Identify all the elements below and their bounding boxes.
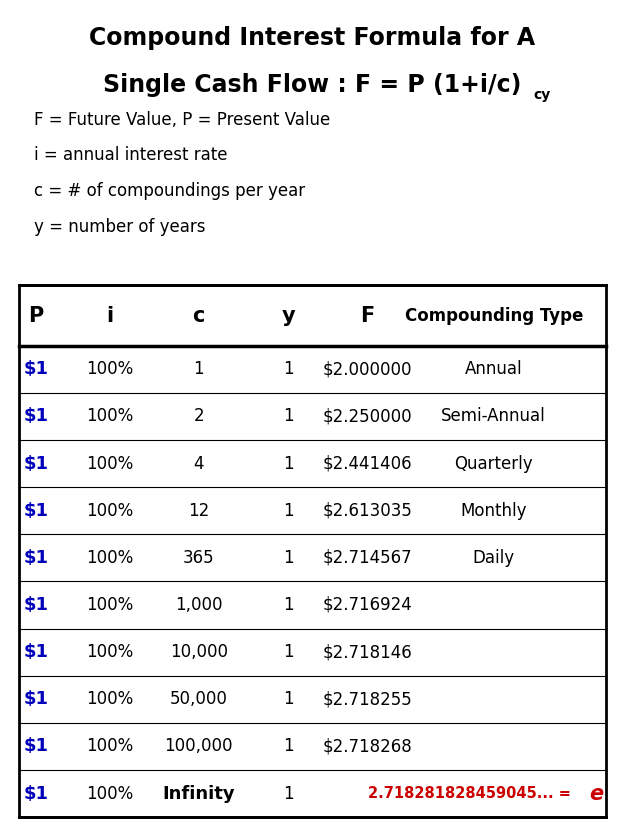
Text: 365: 365 xyxy=(183,549,214,566)
Text: $2.000000: $2.000000 xyxy=(322,361,412,378)
Text: y: y xyxy=(282,305,296,326)
Text: Monthly: Monthly xyxy=(461,502,527,519)
Text: $2.613035: $2.613035 xyxy=(322,502,412,519)
Text: $1: $1 xyxy=(24,502,49,519)
Text: Compounding Type: Compounding Type xyxy=(404,307,583,324)
Text: 1: 1 xyxy=(284,408,294,425)
Text: $2.714567: $2.714567 xyxy=(322,549,412,566)
Text: c = # of compoundings per year: c = # of compoundings per year xyxy=(34,182,306,200)
Text: $2.716924: $2.716924 xyxy=(322,596,412,614)
Text: 100%: 100% xyxy=(86,738,133,755)
Text: 1: 1 xyxy=(284,596,294,614)
Text: Quarterly: Quarterly xyxy=(454,455,533,472)
Text: Infinity: Infinity xyxy=(162,785,235,802)
Text: 1: 1 xyxy=(284,502,294,519)
Text: $1: $1 xyxy=(24,785,49,802)
Text: F: F xyxy=(361,305,374,326)
Text: $2.718268: $2.718268 xyxy=(322,738,412,755)
Text: 10,000: 10,000 xyxy=(170,643,227,661)
Text: F = Future Value, P = Present Value: F = Future Value, P = Present Value xyxy=(34,111,331,129)
Text: $1: $1 xyxy=(24,691,49,708)
Text: 12: 12 xyxy=(188,502,209,519)
Text: y = number of years: y = number of years xyxy=(34,218,206,236)
Text: Semi-Annual: Semi-Annual xyxy=(441,408,546,425)
Text: $2.250000: $2.250000 xyxy=(322,408,412,425)
Text: 1: 1 xyxy=(284,785,294,802)
Text: 4: 4 xyxy=(194,455,204,472)
Text: P: P xyxy=(29,305,44,326)
Text: 1: 1 xyxy=(194,361,204,378)
Text: 1: 1 xyxy=(284,643,294,661)
Text: Single Cash Flow : F = P (1+i/c): Single Cash Flow : F = P (1+i/c) xyxy=(103,73,522,97)
Text: 1: 1 xyxy=(284,738,294,755)
Text: $1: $1 xyxy=(24,408,49,425)
Text: 1: 1 xyxy=(284,549,294,566)
Text: i: i xyxy=(106,305,113,326)
Text: $1: $1 xyxy=(24,549,49,566)
Text: $1: $1 xyxy=(24,455,49,472)
Text: Annual: Annual xyxy=(465,361,522,378)
Text: 1,000: 1,000 xyxy=(175,596,222,614)
Text: e: e xyxy=(589,783,604,804)
Text: $1: $1 xyxy=(24,643,49,661)
Text: 100%: 100% xyxy=(86,502,133,519)
Text: 2: 2 xyxy=(194,408,204,425)
Text: 1: 1 xyxy=(284,691,294,708)
Text: $1: $1 xyxy=(24,361,49,378)
Text: 1: 1 xyxy=(284,361,294,378)
Text: $2.718146: $2.718146 xyxy=(322,643,412,661)
Text: 100%: 100% xyxy=(86,549,133,566)
Text: 100%: 100% xyxy=(86,643,133,661)
Text: 100,000: 100,000 xyxy=(164,738,233,755)
Text: 2.718281828459045... =: 2.718281828459045... = xyxy=(368,786,576,801)
Text: c: c xyxy=(192,305,205,326)
Text: Daily: Daily xyxy=(472,549,515,566)
Text: 100%: 100% xyxy=(86,455,133,472)
Text: 100%: 100% xyxy=(86,785,133,802)
Text: cy: cy xyxy=(533,88,551,102)
Text: 50,000: 50,000 xyxy=(170,691,227,708)
Text: 100%: 100% xyxy=(86,408,133,425)
Bar xyxy=(19,285,606,817)
Text: 100%: 100% xyxy=(86,691,133,708)
Text: $1: $1 xyxy=(24,738,49,755)
Text: Compound Interest Formula for A: Compound Interest Formula for A xyxy=(89,26,536,50)
Text: i = annual interest rate: i = annual interest rate xyxy=(34,146,228,165)
Text: 100%: 100% xyxy=(86,596,133,614)
Text: $2.718255: $2.718255 xyxy=(322,691,412,708)
Text: 100%: 100% xyxy=(86,361,133,378)
Text: $2.441406: $2.441406 xyxy=(322,455,412,472)
Text: 1: 1 xyxy=(284,455,294,472)
Text: $1: $1 xyxy=(24,596,49,614)
